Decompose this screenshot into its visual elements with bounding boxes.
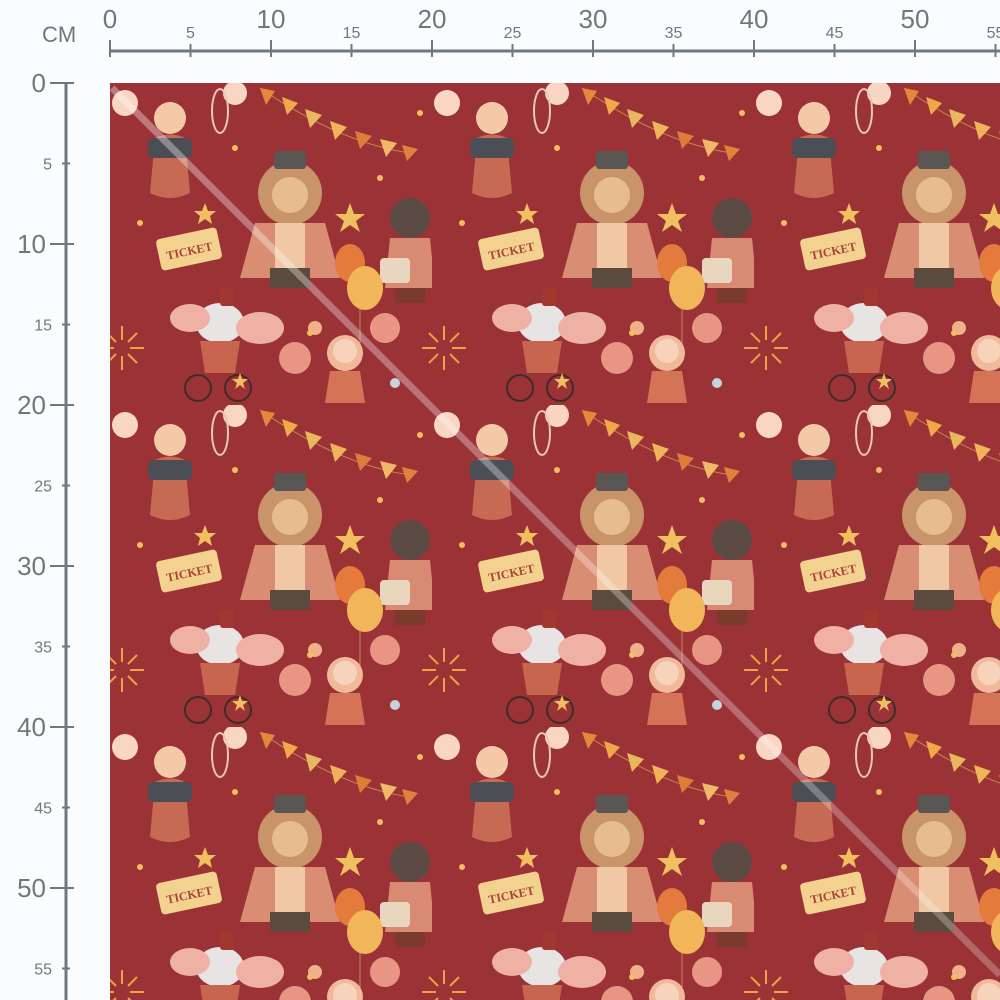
unit-label: CM (42, 22, 77, 47)
vertical-tick-label: 30 (17, 551, 46, 581)
vertical-tick-label: 10 (17, 229, 46, 259)
horizontal-tick-label: 30 (579, 4, 608, 34)
vertical-tick-label: 5 (43, 157, 52, 174)
vertical-tick-label: 25 (34, 479, 52, 496)
horizontal-tick-label: 20 (418, 4, 447, 34)
vertical-tick-label: 35 (34, 640, 52, 657)
vertical-tick-label: 45 (34, 801, 52, 818)
horizontal-tick-label: 0 (103, 4, 117, 34)
vertical-tick-label: 55 (34, 962, 52, 979)
horizontal-tick-label: 10 (257, 4, 286, 34)
horizontal-tick-label: 25 (504, 25, 522, 42)
rulers: 0 5 10 15 20 25 30 35 40 45 50 55 0 5 10 15 20 25 30 35 40 45… (17, 4, 1000, 1000)
vertical-tick-label: 0 (32, 68, 46, 98)
horizontal-tick-label: 35 (665, 25, 683, 42)
vertical-tick-label: 15 (34, 318, 52, 335)
vertical-tick-label: 50 (17, 873, 46, 903)
horizontal-tick-label: 40 (740, 4, 769, 34)
horizontal-tick-label: 55 (987, 25, 1000, 42)
horizontal-tick-label: 45 (826, 25, 844, 42)
vertical-tick-label: 40 (17, 712, 46, 742)
horizontal-tick-label: 50 (901, 4, 930, 34)
horizontal-tick-label: 5 (186, 25, 195, 42)
glare-reflection (109, 85, 1000, 978)
horizontal-tick-label: 15 (343, 25, 361, 42)
vertical-tick-label: 20 (17, 390, 46, 420)
